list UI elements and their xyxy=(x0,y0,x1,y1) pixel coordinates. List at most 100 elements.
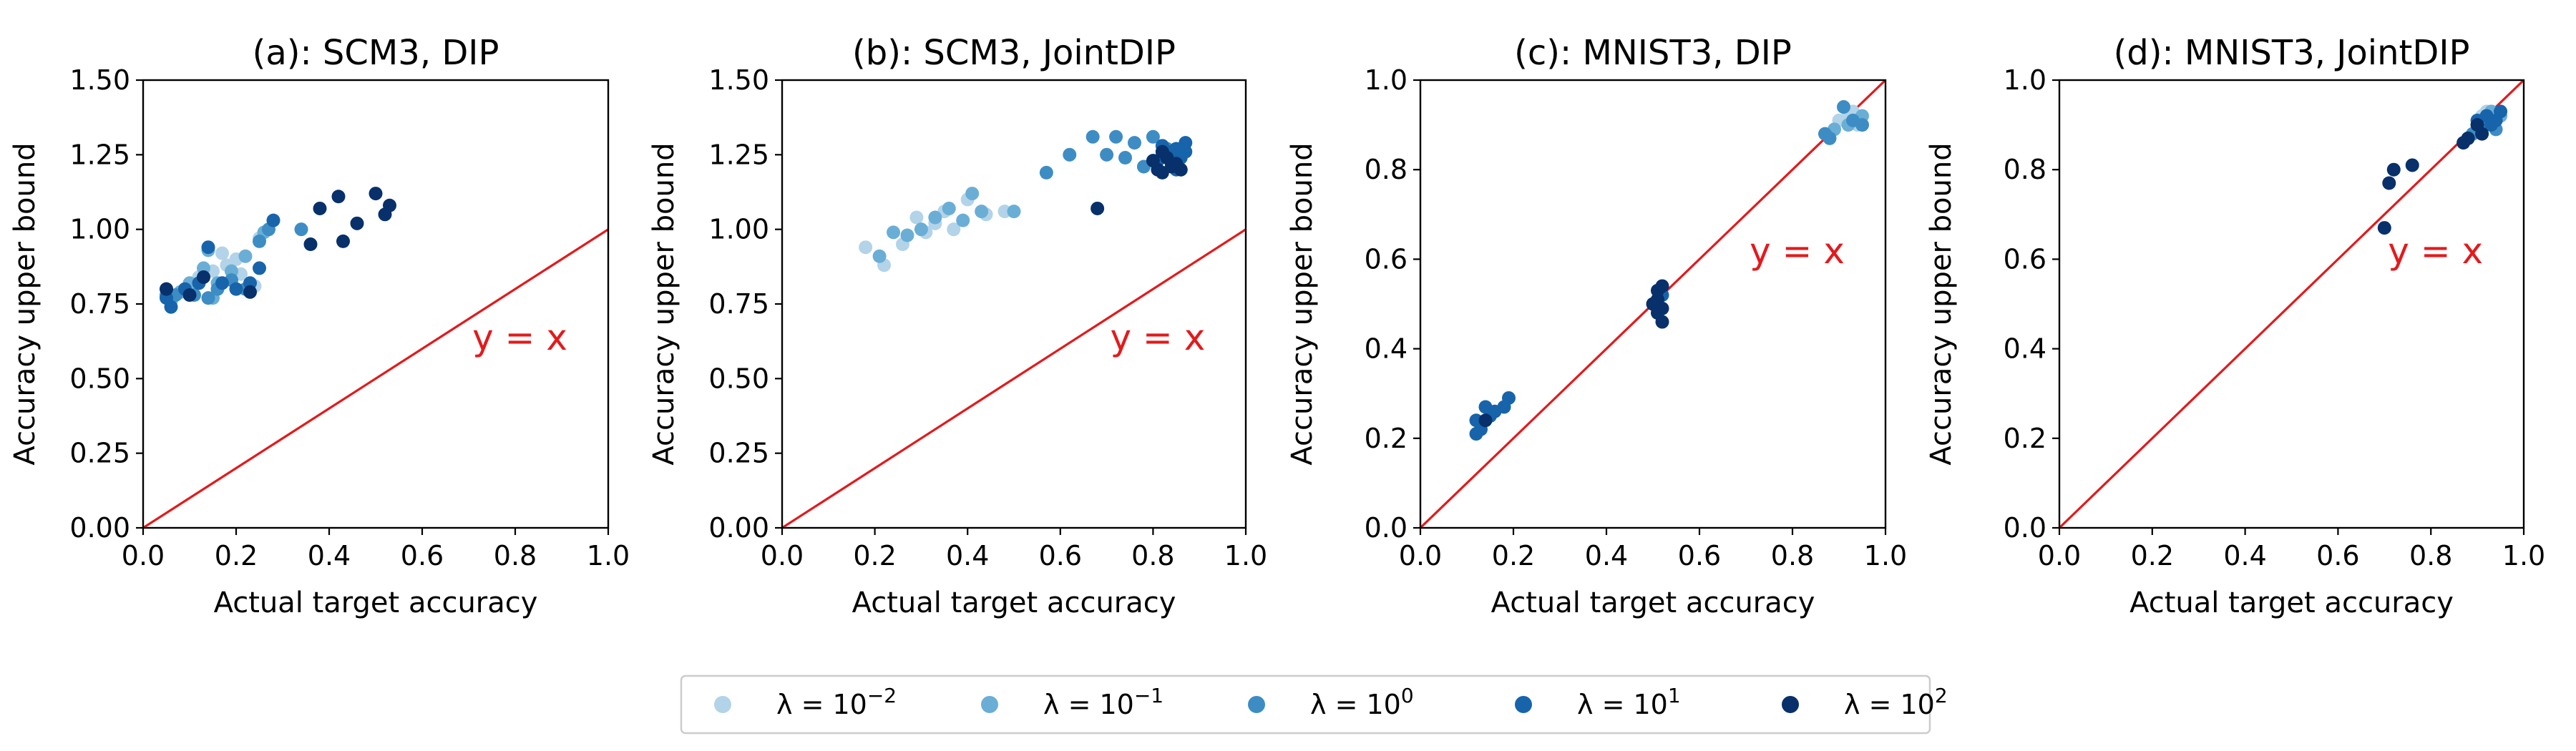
scatter-points xyxy=(859,129,1193,273)
data-point xyxy=(1127,136,1141,150)
x-tick-label: 0.6 xyxy=(401,540,444,571)
y-tick-label: 1.25 xyxy=(708,139,769,170)
data-point xyxy=(215,276,229,290)
reference-line-label: y = x xyxy=(472,317,567,358)
x-tick-label: 1.0 xyxy=(1224,540,1267,571)
x-tick-label: 0.0 xyxy=(1399,540,1442,571)
data-point xyxy=(900,228,914,242)
legend-marker-l1 xyxy=(1515,696,1532,713)
y-axis-label: Accuracy upper bound xyxy=(648,142,680,465)
data-point xyxy=(350,216,364,230)
data-point xyxy=(253,261,266,275)
x-tick-label: 0.2 xyxy=(1492,540,1535,571)
legend-marker-l2 xyxy=(1782,696,1799,713)
x-tick-label: 0.4 xyxy=(308,540,351,571)
x-tick-label: 0.6 xyxy=(1678,540,1721,571)
data-point xyxy=(1146,129,1160,144)
data-point xyxy=(1085,129,1100,144)
data-point xyxy=(2405,158,2419,172)
legend-marker-l0 xyxy=(1248,696,1265,713)
x-axis-label: Actual target accuracy xyxy=(214,586,538,619)
data-point xyxy=(914,222,928,237)
data-point xyxy=(928,210,942,225)
x-tick-label: 1.0 xyxy=(1864,540,1907,571)
x-tick-label: 0.2 xyxy=(853,540,896,571)
chart-panel-2: 0.0 0.2 0.4 0.6 0.8 1.0 0.0 0.2 0.4 0.6 0.8 1.0 (c):… xyxy=(1286,33,1907,619)
y-tick-label: 0.8 xyxy=(1365,154,1407,185)
y-tick-label: 1.25 xyxy=(69,139,130,170)
y-tick-label: 1.00 xyxy=(69,214,130,245)
chart-title: (b): SCM3, JointDIP xyxy=(852,33,1176,73)
x-tick-label: 0.8 xyxy=(2409,540,2452,571)
y-axis-label: Accuracy upper bound xyxy=(1286,142,1319,465)
data-point xyxy=(383,198,396,212)
data-point xyxy=(1655,315,1669,329)
x-tick-label: 0.8 xyxy=(1131,540,1174,571)
data-point xyxy=(243,285,257,299)
x-tick-label: 0.4 xyxy=(1585,540,1628,571)
data-point xyxy=(303,237,318,252)
y-tick-label: 0.00 xyxy=(708,512,769,544)
data-point xyxy=(1109,129,1123,144)
data-point xyxy=(1469,427,1483,441)
legend-label-l2: λ = 102 xyxy=(1844,684,1948,720)
legend-label-exponent: −1 xyxy=(1134,684,1163,707)
y-tick-label: 0.2 xyxy=(1365,423,1407,454)
legend-label-l-2: λ = 10−2 xyxy=(776,684,897,720)
data-point xyxy=(1155,144,1169,159)
y-tick-label: 1.50 xyxy=(708,64,769,96)
data-point xyxy=(182,288,197,302)
y-tick-label: 0.25 xyxy=(708,438,769,469)
x-axis-label: Actual target accuracy xyxy=(852,586,1176,619)
data-point xyxy=(2382,176,2396,190)
x-tick-label: 0.0 xyxy=(761,540,804,571)
legend-label-l-1: λ = 10−1 xyxy=(1043,684,1163,720)
data-point xyxy=(1091,201,1105,215)
chart-panel-3: 0.0 0.2 0.4 0.6 0.8 1.0 0.0 0.2 0.4 0.6 0.8 1.0 (d):… xyxy=(1925,33,2545,619)
y-tick-label: 0.75 xyxy=(708,288,769,320)
x-tick-label: 0.4 xyxy=(946,540,989,571)
x-tick-label: 0.8 xyxy=(1771,540,1814,571)
x-axis-label: Actual target accuracy xyxy=(1491,586,1815,619)
data-point xyxy=(336,234,350,248)
data-point xyxy=(294,222,308,237)
x-axis-label: Actual target accuracy xyxy=(2129,586,2454,619)
data-point xyxy=(1100,147,1114,162)
data-point xyxy=(1118,151,1133,165)
x-tick-label: 0.4 xyxy=(2223,540,2266,571)
data-point xyxy=(313,201,327,215)
y-tick-label: 1.0 xyxy=(1365,64,1407,96)
legend-label-base: λ = 10 xyxy=(1310,689,1401,720)
legend-label-base: λ = 10 xyxy=(1043,689,1134,720)
data-point xyxy=(1039,165,1053,180)
axes-frame xyxy=(1419,79,1887,529)
y-axis-label: Accuracy upper bound xyxy=(9,142,42,465)
legend: λ = 10−2 λ = 10−1 λ = 100 λ = 101 λ = 102 xyxy=(680,674,1948,735)
data-point xyxy=(164,300,178,314)
y-tick-label: 1.00 xyxy=(708,214,769,245)
y-tick-label: 0.50 xyxy=(69,363,130,394)
reference-line-y-equals-x xyxy=(143,228,608,528)
data-point xyxy=(947,222,961,237)
data-point xyxy=(266,213,280,227)
data-point xyxy=(1179,144,1193,159)
data-point xyxy=(909,210,924,225)
data-point xyxy=(369,187,383,201)
legend-label-base: λ = 10 xyxy=(776,689,867,720)
scatter-points xyxy=(1469,100,1869,441)
x-tick-label: 0.2 xyxy=(215,540,258,571)
x-tick-label: 1.0 xyxy=(2502,540,2545,571)
data-point xyxy=(215,246,229,260)
legend-label-exponent: 0 xyxy=(1401,684,1414,707)
x-tick-label: 0.6 xyxy=(2316,540,2359,571)
data-point xyxy=(965,187,980,201)
y-tick-label: 0.4 xyxy=(2004,333,2046,365)
data-point xyxy=(201,240,215,255)
reference-line-y-equals-x xyxy=(782,228,1246,528)
legend-marker-l-1 xyxy=(981,696,998,713)
x-tick-label: 1.0 xyxy=(587,540,630,571)
reference-line-y-equals-x xyxy=(2059,80,2524,528)
data-point xyxy=(229,282,243,296)
chart-title: (a): SCM3, DIP xyxy=(253,33,499,73)
